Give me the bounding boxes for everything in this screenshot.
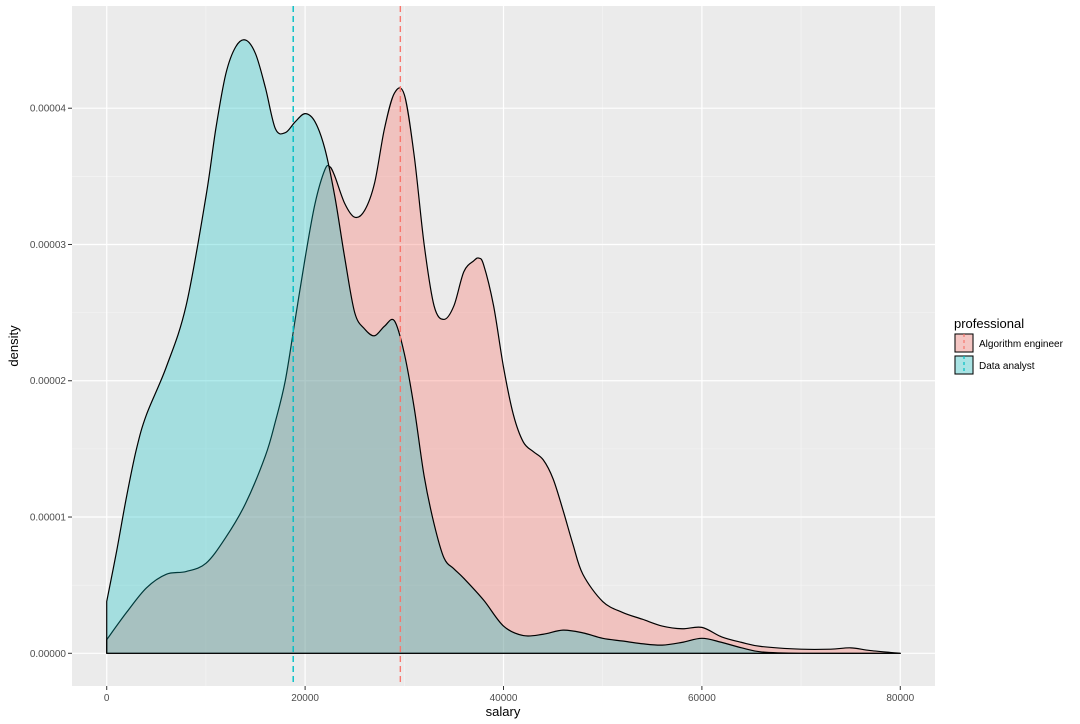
density-area-algorithm-engineer bbox=[106, 87, 901, 654]
y-tick-label: 0.00002 bbox=[30, 376, 67, 387]
x-axis-title: salary bbox=[486, 704, 521, 719]
mean-lines bbox=[292, 6, 402, 686]
y-tick-label: 0.00000 bbox=[30, 649, 67, 660]
legend-item-algorithm-engineer: Algorithm engineer bbox=[954, 333, 1064, 353]
legend-label: Algorithm engineer bbox=[979, 339, 1064, 350]
legend: professional Algorithm engineer Data anal… bbox=[954, 316, 1064, 375]
x-tick-label: 20000 bbox=[291, 693, 319, 704]
legend-label: Data analyst bbox=[979, 361, 1035, 372]
y-tick-label: 0.00001 bbox=[30, 513, 67, 524]
x-tick-label: 40000 bbox=[490, 693, 518, 704]
legend-item-data-analyst: Data analyst bbox=[954, 355, 1035, 375]
density-area-data-analyst bbox=[106, 39, 901, 654]
x-tick-label: 60000 bbox=[688, 693, 716, 704]
x-axis: 0 20000 40000 60000 80000 bbox=[104, 686, 915, 704]
x-tick-label: 0 bbox=[104, 693, 110, 704]
density-areas bbox=[106, 39, 901, 654]
y-axis-title: density bbox=[6, 325, 21, 367]
y-tick-label: 0.00003 bbox=[30, 240, 67, 251]
legend-title: professional bbox=[954, 316, 1024, 331]
y-axis: 0.00000 0.00001 0.00002 0.00003 0.00004 bbox=[30, 104, 72, 660]
x-tick-label: 80000 bbox=[886, 693, 914, 704]
y-tick-label: 0.00004 bbox=[30, 104, 67, 115]
